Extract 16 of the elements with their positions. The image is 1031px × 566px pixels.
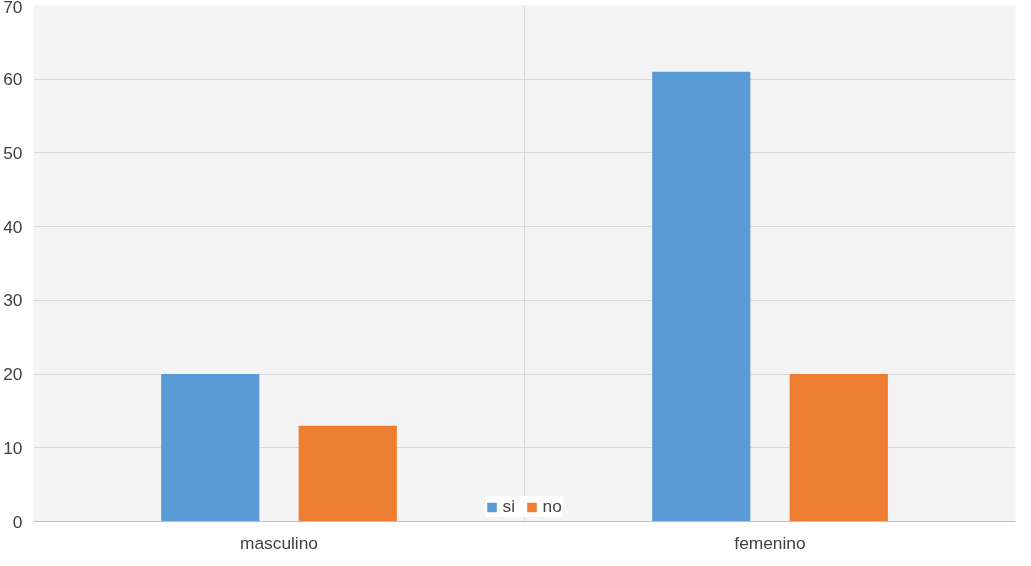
bar [652, 71, 751, 522]
y-tick-label: 60 [3, 69, 23, 90]
legend-label: si [502, 496, 516, 517]
y-tick-label: 30 [3, 290, 23, 311]
bar [161, 374, 260, 522]
bar [789, 374, 888, 522]
y-tick-label: 70 [3, 0, 23, 17]
x-tick-label: femenino [734, 532, 806, 553]
legend-label: no [542, 496, 563, 517]
y-tick-label: 50 [3, 142, 23, 163]
y-tick-label: 20 [3, 364, 23, 385]
y-tick-label: 40 [3, 216, 23, 237]
y-tick-label: 10 [3, 437, 23, 458]
bar [298, 425, 397, 522]
x-tick-label: masculino [239, 532, 319, 553]
y-tick-label: 0 [12, 511, 23, 532]
